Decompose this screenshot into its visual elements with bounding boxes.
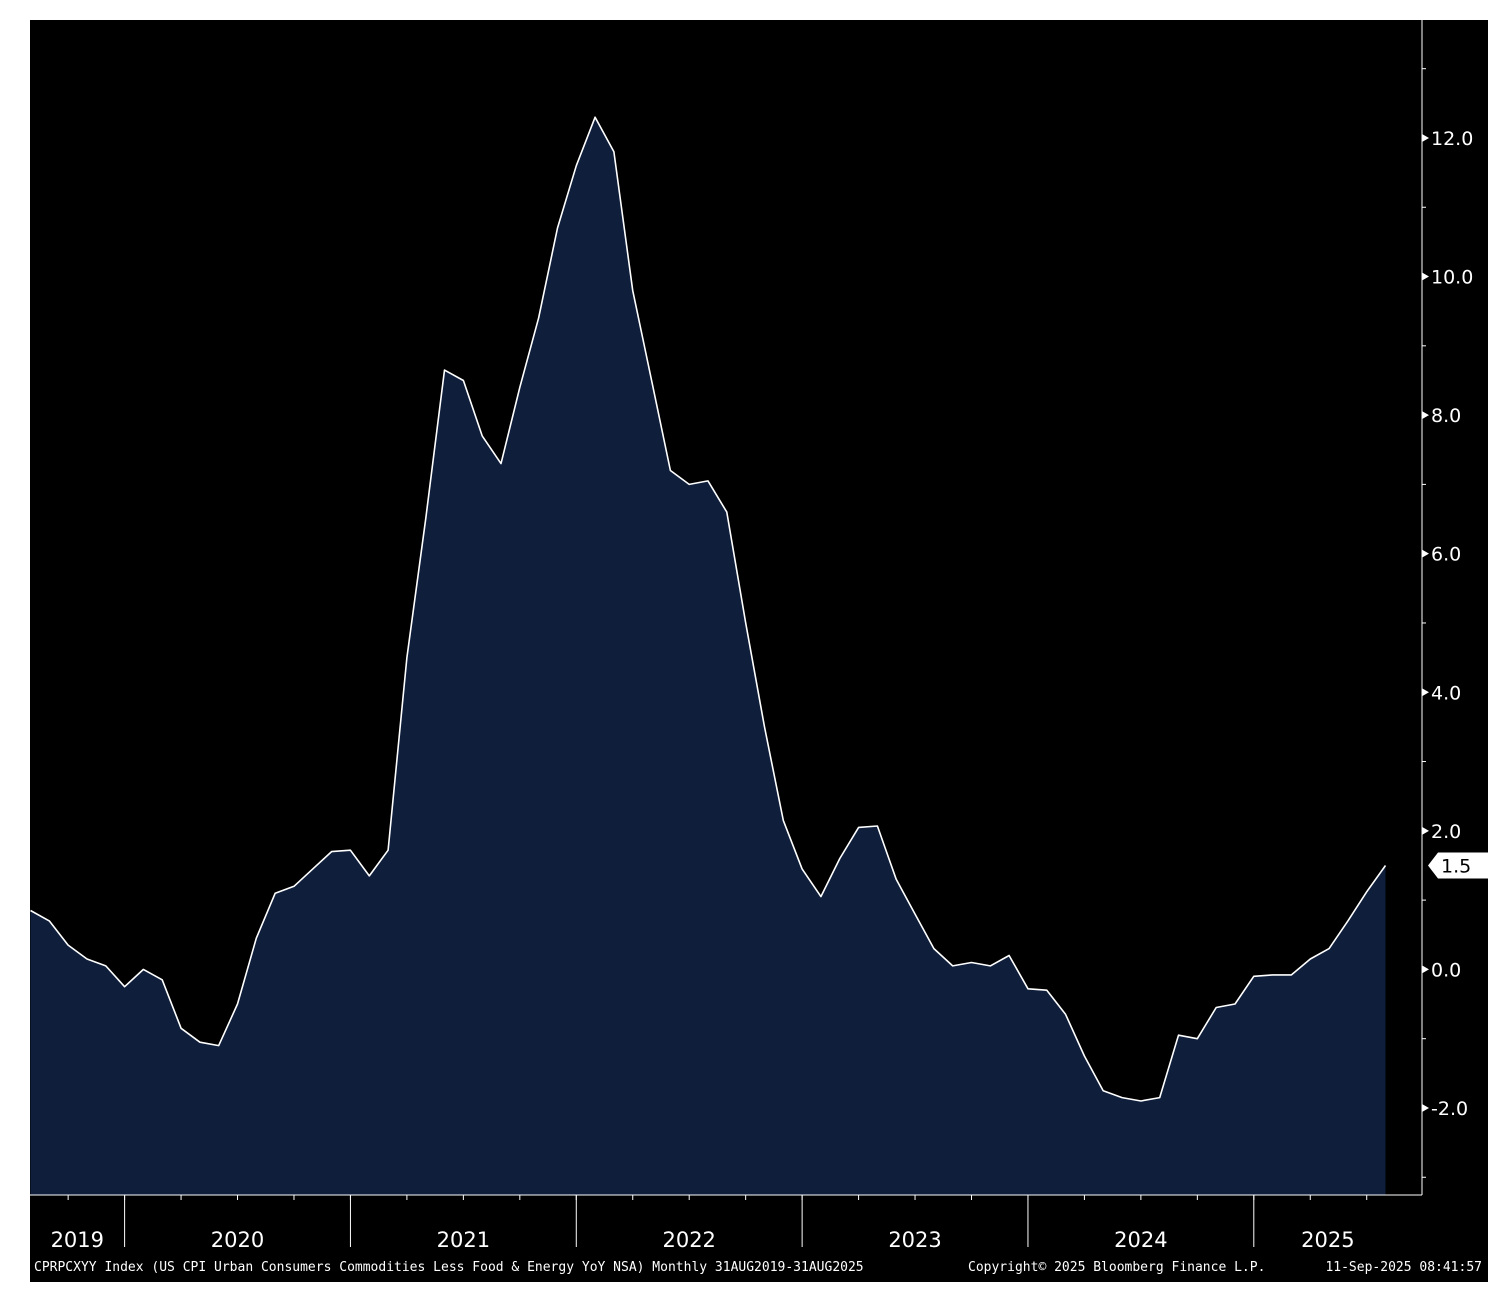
x-year-label: 2025 [1301, 1228, 1354, 1252]
y-tick-marker [1422, 133, 1429, 142]
y-tick-marker [1422, 688, 1429, 697]
cpi-area-chart: 12.0 10.0 8.0 6.0 4.0 2.0 0.0 -2.0 1.5 2019 2020 20… [30, 20, 1488, 1252]
y-tick-label: 6.0 [1431, 544, 1461, 566]
x-year-label: 2022 [662, 1228, 715, 1252]
series-area [30, 117, 1386, 1196]
x-year-label: 2021 [437, 1228, 490, 1252]
x-year-label: 2020 [211, 1228, 264, 1252]
footer-source: CPRPCXYY Index (US CPI Urban Consumers C… [34, 1260, 864, 1275]
footer-timestamp: 11-Sep-2025 08:41:57 [1325, 1260, 1482, 1275]
y-tick-marker [1422, 826, 1429, 835]
x-year-label: 2023 [888, 1228, 941, 1252]
footer-copyright: Copyright© 2025 Bloomberg Finance L.P. [968, 1260, 1266, 1275]
y-tick-label: 8.0 [1431, 405, 1461, 427]
y-tick-marker [1422, 1103, 1429, 1112]
y-tick-label: 10.0 [1431, 267, 1473, 289]
last-value-label: 1.5 [1441, 855, 1471, 877]
last-value-box [1428, 852, 1488, 879]
x-year-label: 2024 [1114, 1228, 1167, 1252]
y-tick-label: -2.0 [1431, 1098, 1468, 1120]
y-tick-label: 4.0 [1431, 682, 1461, 704]
x-year-label: 2019 [51, 1228, 104, 1252]
y-tick-label: 2.0 [1431, 821, 1461, 843]
y-tick-label: 12.0 [1431, 128, 1473, 150]
y-tick-marker [1422, 965, 1429, 974]
y-tick-marker [1422, 272, 1429, 281]
chart-frame: 12.0 10.0 8.0 6.0 4.0 2.0 0.0 -2.0 1.5 2019 2020 20… [30, 20, 1488, 1282]
y-tick-label: 0.0 [1431, 959, 1461, 981]
y-tick-marker [1422, 411, 1429, 420]
series-line [30, 116, 1387, 1102]
y-tick-marker [1422, 549, 1429, 558]
